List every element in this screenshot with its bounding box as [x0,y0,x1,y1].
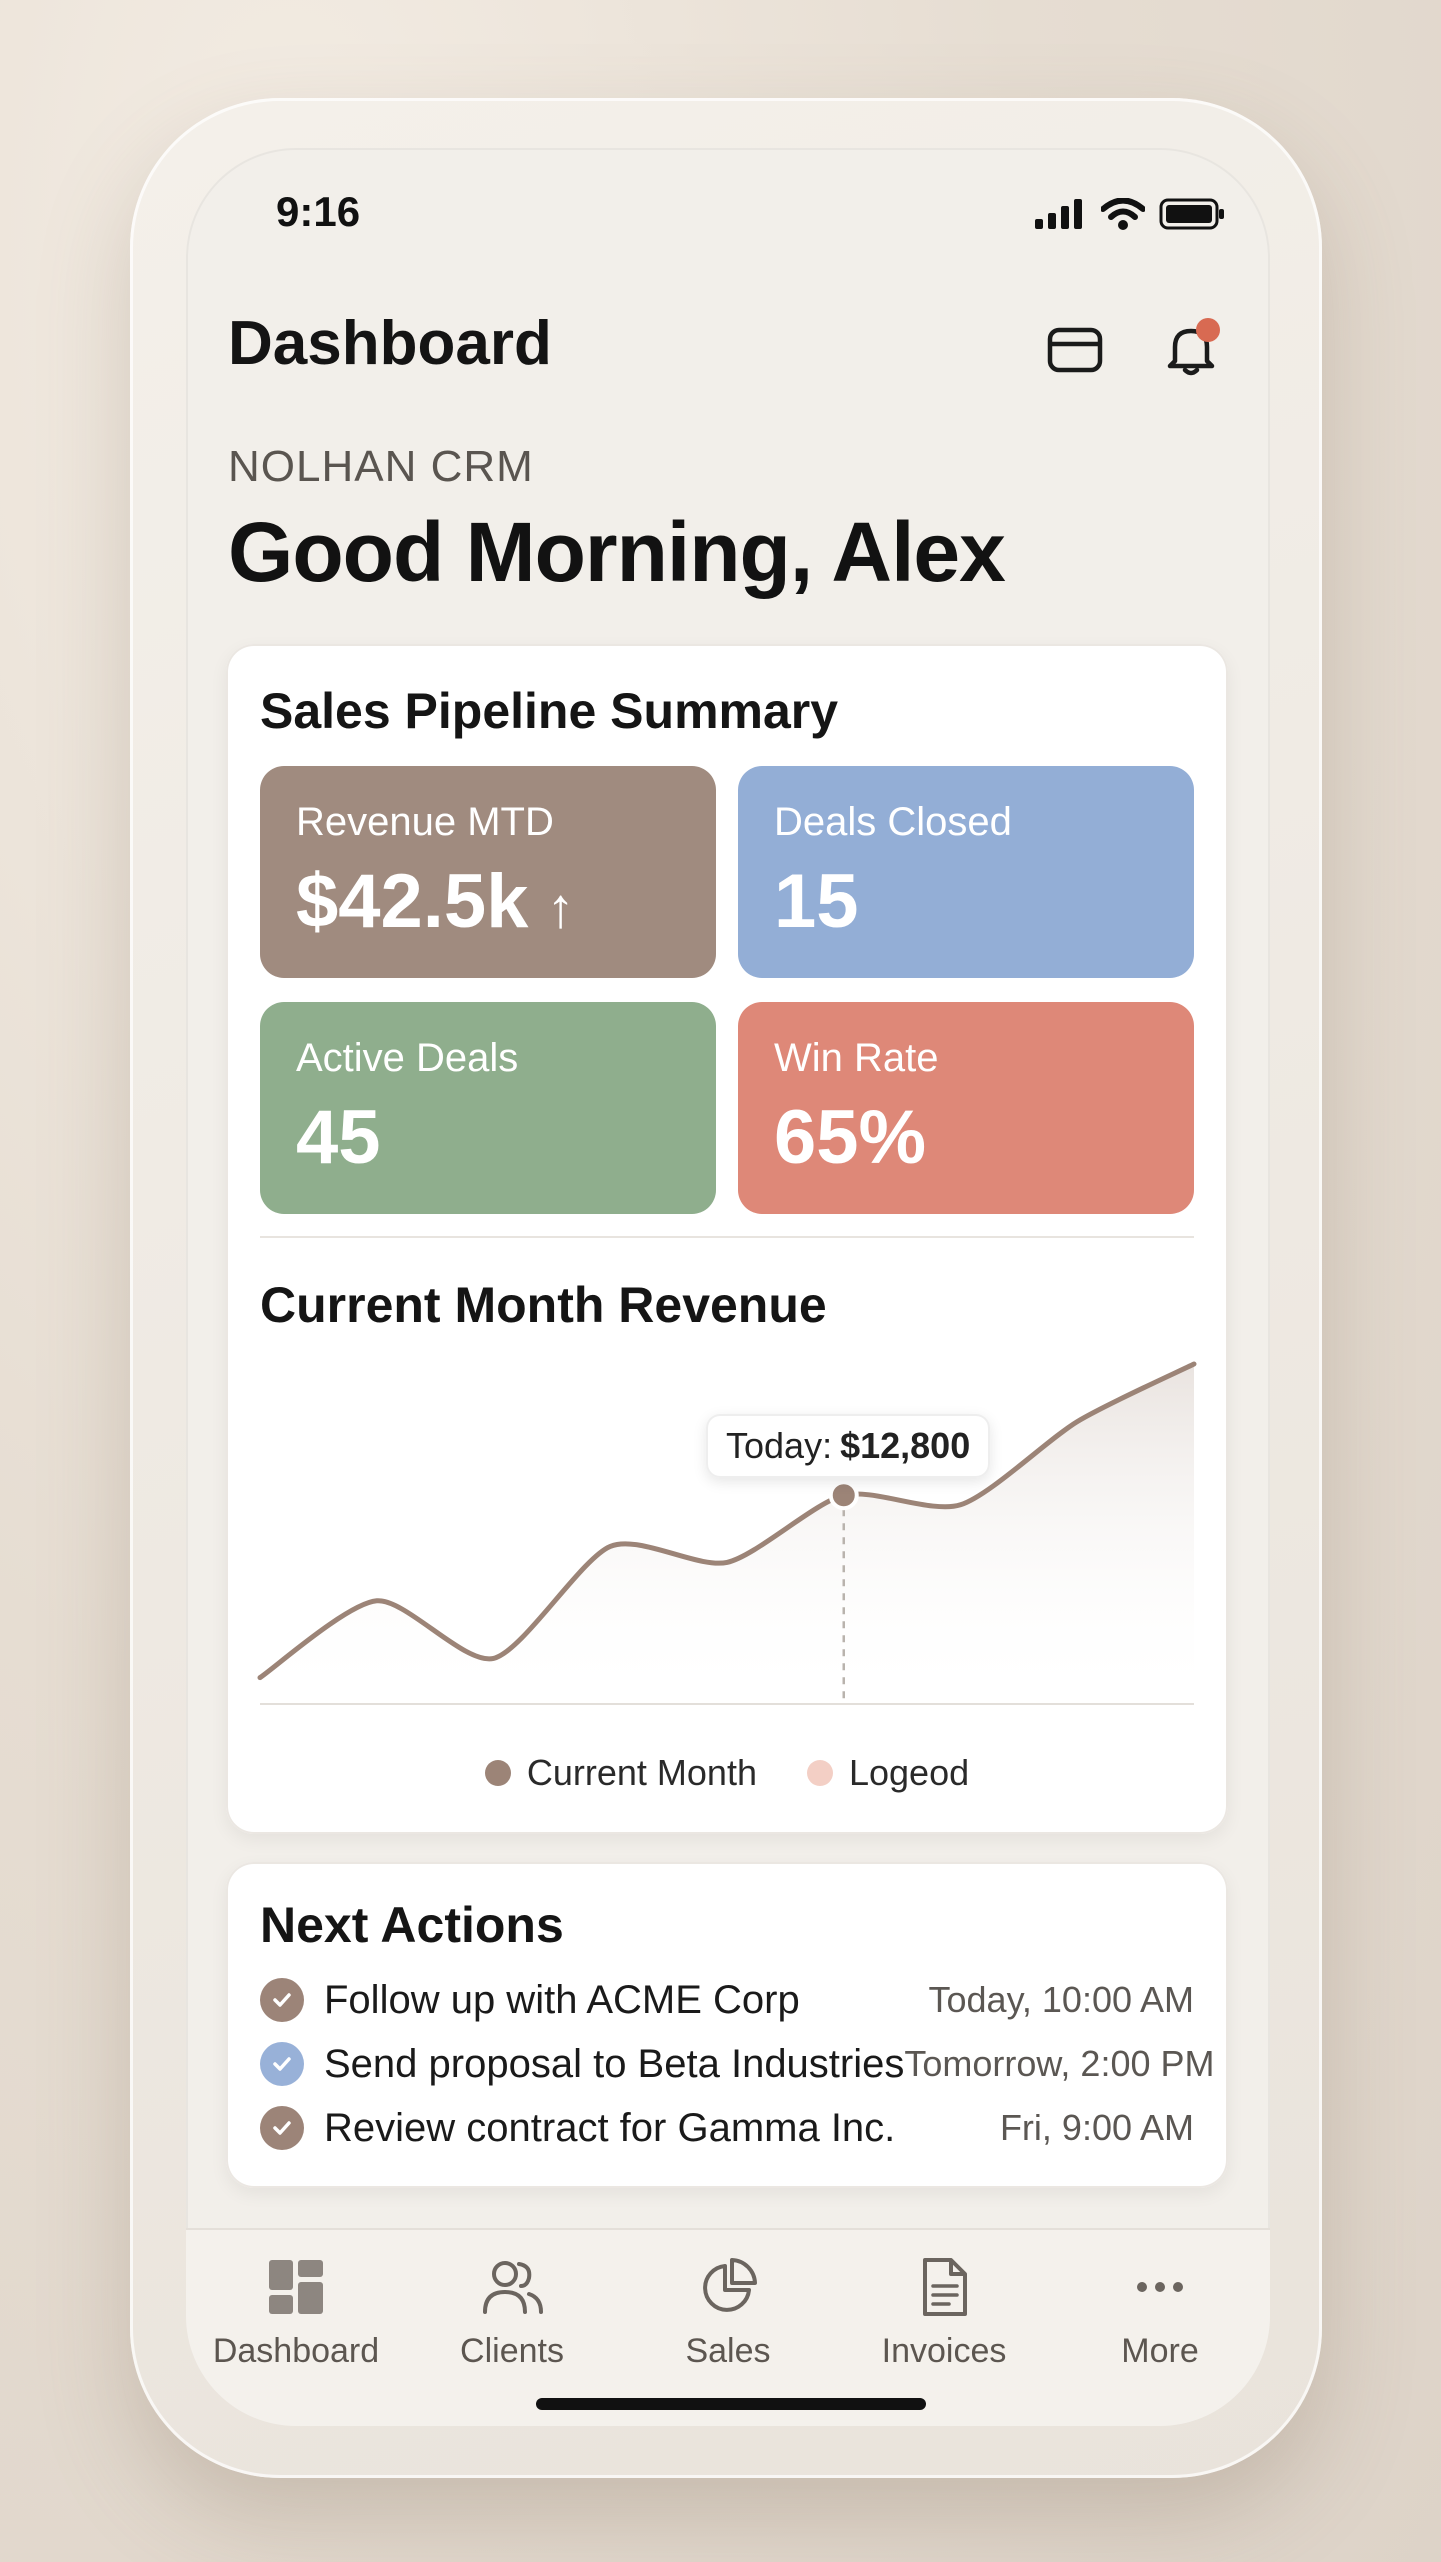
action-text: Follow up with ACME Corp [324,1977,800,2022]
revenue-chart[interactable] [226,644,1228,1834]
mail-icon [1047,327,1103,373]
notifications-button[interactable] [1158,316,1224,382]
stat-value: 65% [774,1095,927,1180]
tab-invoices[interactable]: Invoices [844,2256,1044,2371]
document-icon [923,2258,967,2316]
stat-label: Revenue MTD [296,800,554,844]
tab-label: Clients [460,2332,564,2370]
battery-icon [1159,198,1224,230]
tab-sales[interactable]: Sales [628,2256,828,2371]
data-point-today [828,1480,859,1511]
tab-dashboard[interactable]: Dashboard [196,2256,396,2371]
chart-legend: Current Month Logeod [226,1752,1228,1794]
pie-chart-icon [703,2258,757,2312]
legend-item-logeod: Logeod [806,1752,970,1794]
chart-tooltip: Today: $12,800 [706,1414,991,1478]
status-icons [1035,198,1225,230]
revenue-chart-title: Current Month Revenue [260,1277,827,1333]
more-icon [1137,2282,1183,2292]
greeting-heading: Good Morning, Alex [228,505,1006,599]
legend-swatch [484,1760,511,1786]
pipeline-card: Sales Pipeline Summary Revenue MTD $42.5… [226,644,1228,1834]
stat-tile-revenue[interactable]: Revenue MTD $42.5k ↑ [260,766,716,978]
bell-icon [1167,328,1215,376]
legend-label: Current Month [526,1752,757,1793]
tab-label: More [1121,2332,1199,2370]
stat-tile-deals-closed[interactable]: Deals Closed 15 [738,766,1194,978]
list-item[interactable]: Follow up with ACME Corp Today, 10:00 AM [260,1972,1194,2028]
stat-value: 45 [296,1095,381,1180]
home-indicator[interactable] [536,2398,926,2410]
trend-up-icon: ↑ [546,876,575,939]
stat-label: Active Deals [296,1036,519,1080]
notification-badge [1196,318,1220,342]
status-bar: 9:16 [186,148,1270,278]
mail-button[interactable] [1042,316,1108,382]
tooltip-value: $12,800 [840,1425,971,1466]
tab-label: Sales [685,2332,771,2370]
tab-label: Dashboard [212,2332,380,2370]
action-text: Send proposal to Beta Industries [324,2041,905,2086]
divider [260,1236,1194,1238]
stat-label: Deals Closed [774,800,1012,844]
next-actions-card: Next Actions Follow up with ACME Corp To… [226,1862,1228,2188]
dashboard-icon [269,2260,323,2314]
action-text: Review contract for Gamma Inc. [324,2105,896,2150]
series-line-current-month [257,1361,1197,1681]
list-item[interactable]: Send proposal to Beta Industries Tomorro… [260,2036,1215,2092]
tab-label: Invoices [881,2332,1007,2370]
stat-tile-active-deals[interactable]: Active Deals 45 [260,1002,716,1214]
brand-label: NOLHAN CRM [228,442,534,491]
stat-value: 15 [774,859,859,944]
pipeline-title: Sales Pipeline Summary [260,683,839,739]
wifi-icon [1101,198,1145,230]
users-icon [483,2261,543,2314]
action-time: Tomorrow, 2:00 PM [904,2043,1215,2084]
legend-item-current-month: Current Month [484,1752,757,1794]
tab-bar: Dashboard Clients Sales Invoi [186,2228,1270,2426]
tab-clients[interactable]: Clients [412,2256,612,2371]
action-time: Fri, 9:00 AM [999,2107,1194,2148]
revenue-value: $42.5k [296,859,529,944]
signal-icon [1035,199,1082,229]
legend-label: Logeod [848,1752,970,1793]
stat-label: Win Rate [774,1036,939,1080]
phone-screen: 9:16 Dashboard [186,148,1270,2426]
chart-area [260,1364,1194,1704]
stat-value: $42.5k ↑ [296,858,574,945]
next-actions-title: Next Actions [260,1897,564,1953]
check-icon[interactable] [260,1978,304,2022]
legend-swatch [806,1760,833,1786]
status-time: 9:16 [276,188,361,235]
check-icon[interactable] [260,2042,304,2086]
list-item[interactable]: Review contract for Gamma Inc. Fri, 9:00… [260,2100,1194,2156]
tooltip-label: Today: [726,1425,833,1466]
page-title: Dashboard [228,309,552,378]
stat-tile-win-rate[interactable]: Win Rate 65% [738,1002,1194,1214]
action-time: Today, 10:00 AM [928,1979,1195,2020]
check-icon[interactable] [260,2106,304,2150]
tab-more[interactable]: More [1060,2256,1260,2371]
